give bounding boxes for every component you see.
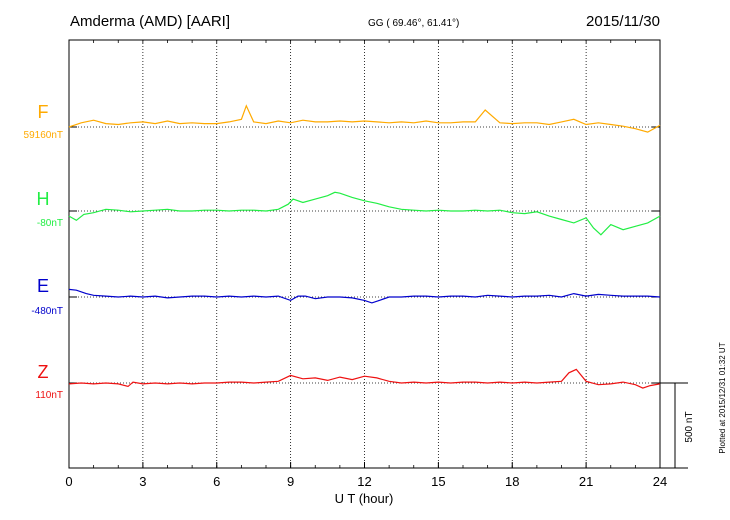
x-tick-label: 15 [431,474,445,489]
x-tick-label: 21 [579,474,593,489]
x-tick-label: 3 [139,474,146,489]
trace-Z [68,368,661,389]
x-tick-label: 9 [287,474,294,489]
channel-baseline-E: -480nT [31,306,63,317]
plotted-at-note: Plotted at 2015/12/31 01:32 UT [718,342,727,453]
x-tick-label: 18 [505,474,519,489]
trace-H [68,191,661,236]
traces [68,104,661,389]
baselines [69,126,660,384]
scale-bar: 500 nT [660,382,695,469]
x-tick-label: 24 [653,474,667,489]
channel-name-Z: Z [38,362,49,382]
channel-baseline-H: -80nT [37,218,63,229]
x-tick-label: 6 [213,474,220,489]
channel-name-E: E [37,276,49,296]
channel-baseline-Z: 110nT [35,390,63,401]
station-coords: GG ( 69.46°, 61.41°) [368,18,459,29]
chart-date: 2015/11/30 [586,13,660,30]
x-tick-label: 12 [357,474,371,489]
grid-lines [142,40,587,468]
x-tick-label: 0 [65,474,72,489]
trace-E [68,288,661,304]
channel-baseline-F: 59160nT [24,130,63,141]
station-title: Amderma (AMD) [AARI] [70,13,230,30]
channel-labels: F 59160nT H -80nT E -480nT Z 110nT [24,102,63,401]
channel-name-H: H [37,189,50,209]
x-axis-label: U T (hour) [335,491,394,506]
trace-F [68,104,661,133]
x-axis-ticks: 0 3 6 9 12 15 18 21 24 [65,40,667,489]
scale-bar-label: 500 nT [684,411,695,442]
channel-name-F: F [38,102,49,122]
